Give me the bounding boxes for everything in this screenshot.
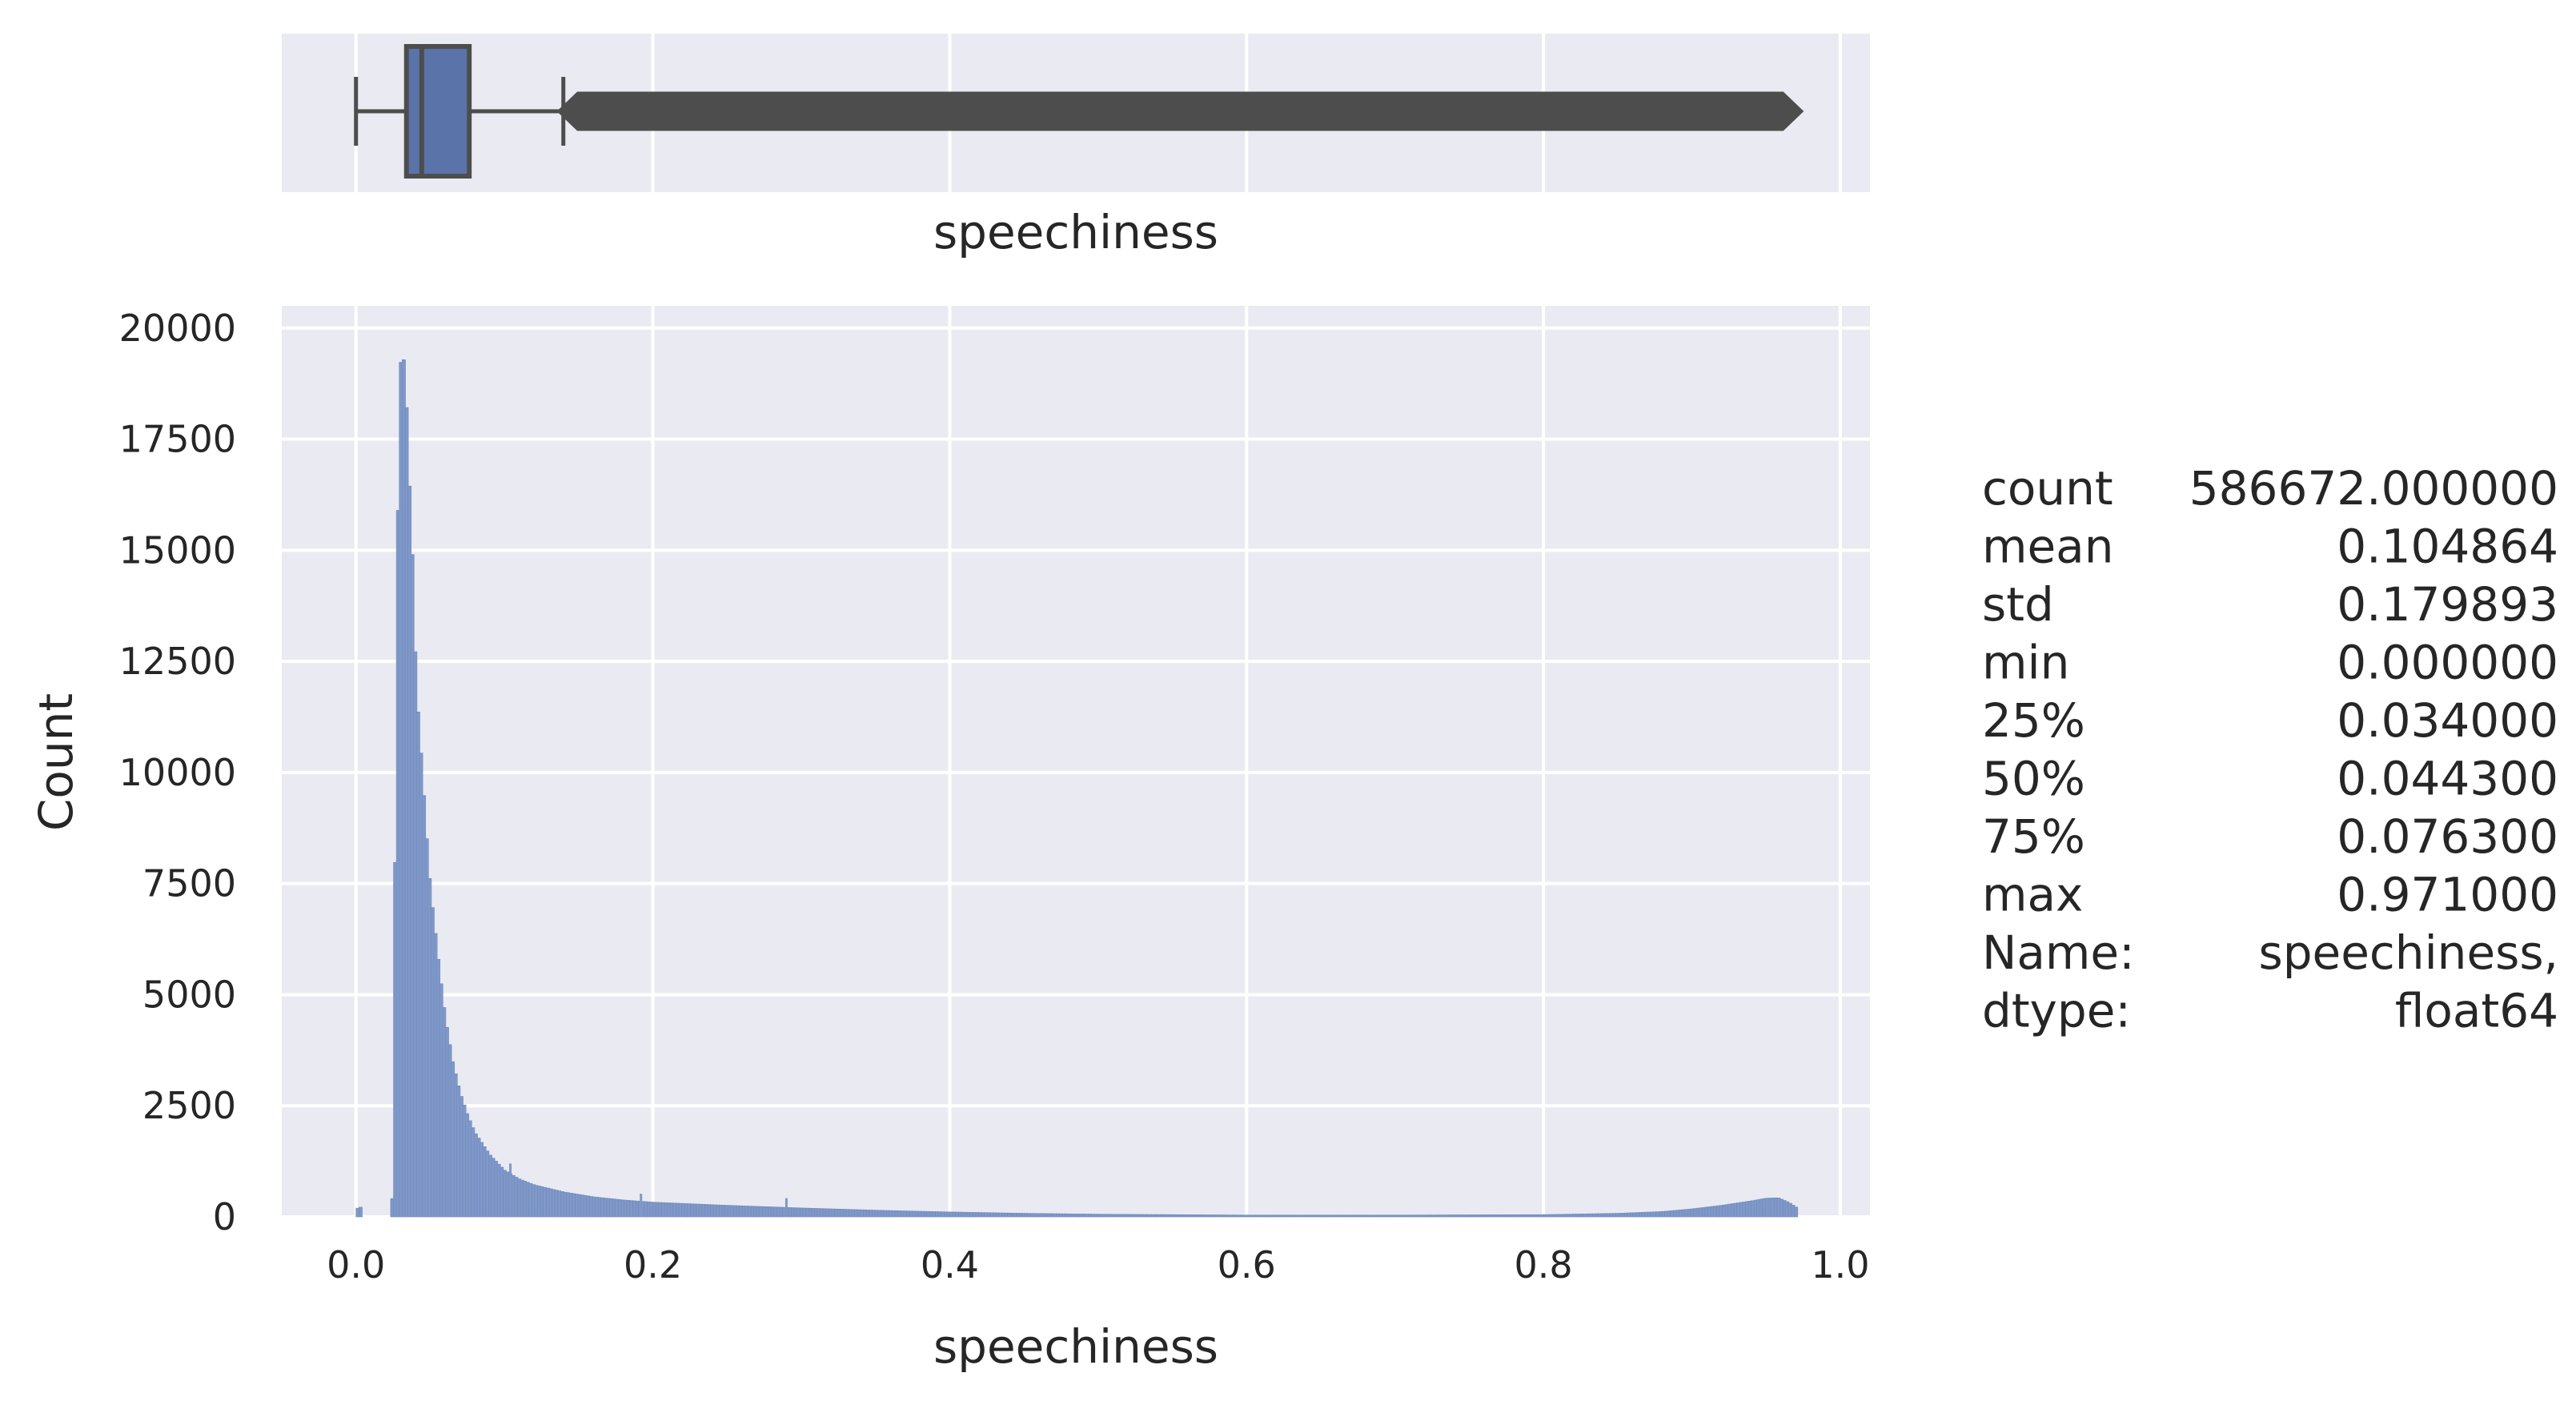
boxplot-x-axis-label: speechiness: [933, 205, 1218, 259]
histogram-bars: [355, 359, 1799, 1218]
histogram-bar: [509, 1163, 512, 1217]
x-tick-label: 0.2: [624, 1243, 682, 1287]
stat-label: dtype:: [1982, 984, 2131, 1038]
histogram-bar: [784, 1198, 788, 1217]
x-tick-label: 0.4: [921, 1243, 979, 1287]
boxplot-marks: [354, 44, 1804, 179]
histogram-bar: [1794, 1206, 1799, 1218]
histogram-bar: [640, 1194, 643, 1217]
y-tick-label: 10000: [119, 751, 236, 794]
outlier-markers: [556, 91, 1804, 131]
iqr-box: [403, 44, 472, 179]
histogram-x-axis-label: speechiness: [933, 1319, 1218, 1374]
histogram-bar: [359, 1206, 363, 1218]
stat-value: 0.104864: [2337, 520, 2558, 574]
stat-value: float64: [2395, 984, 2558, 1038]
x-tick-label: 0.0: [327, 1243, 385, 1287]
stat-label: max: [1982, 868, 2083, 922]
y-tick-label: 5000: [142, 973, 236, 1016]
boxplot-panel: [282, 34, 1870, 192]
y-tick-label: 0: [213, 1195, 236, 1238]
histogram-grid: [282, 306, 1870, 1218]
y-tick-label: 17500: [119, 418, 236, 461]
stat-label: 75%: [1982, 809, 2085, 864]
stat-value: 0.034000: [2337, 693, 2558, 748]
y-tick-label: 2500: [142, 1084, 236, 1127]
y-tick-label: 20000: [119, 307, 236, 350]
stat-label: count: [1982, 461, 2113, 516]
stat-value: 0.971000: [2337, 868, 2558, 922]
stat-value: 586672.000000: [2189, 461, 2558, 516]
histogram-x-ticks: 0.0 0.2 0.4 0.6 0.8 1.0: [327, 1243, 1869, 1287]
histogram-background: [282, 306, 1870, 1217]
histogram-y-ticks: 0 2500 5000 7500 10000 12500 15000 17500 20000: [119, 307, 236, 1238]
x-tick-label: 1.0: [1811, 1243, 1869, 1287]
x-tick-label: 0.6: [1218, 1243, 1276, 1287]
stat-value: 0.000000: [2337, 636, 2558, 690]
stat-label: 25%: [1982, 693, 2085, 748]
stat-value: 0.044300: [2337, 752, 2558, 806]
stat-label: Name:: [1982, 925, 2135, 980]
histogram-y-axis-label: Count: [29, 693, 83, 831]
stat-label: mean: [1982, 520, 2113, 574]
stat-label: 50%: [1982, 752, 2085, 806]
stat-label: min: [1982, 636, 2069, 690]
stat-value: 0.076300: [2337, 809, 2558, 864]
y-tick-label: 7500: [142, 862, 236, 905]
stat-value: 0.179893: [2337, 577, 2558, 632]
histogram-panel: 0.0 0.2 0.4 0.6 0.8 1.0 0 2500 5000 7500 10000 125…: [119, 306, 1870, 1287]
stat-value: speechiness,: [2259, 925, 2558, 980]
y-tick-label: 15000: [119, 528, 236, 572]
describe-stats-table: count 586672.000000 mean 0.104864 std 0.17989…: [1982, 461, 2558, 1038]
x-tick-label: 0.8: [1514, 1243, 1572, 1287]
y-tick-label: 12500: [119, 640, 236, 683]
stat-label: std: [1982, 577, 2054, 632]
